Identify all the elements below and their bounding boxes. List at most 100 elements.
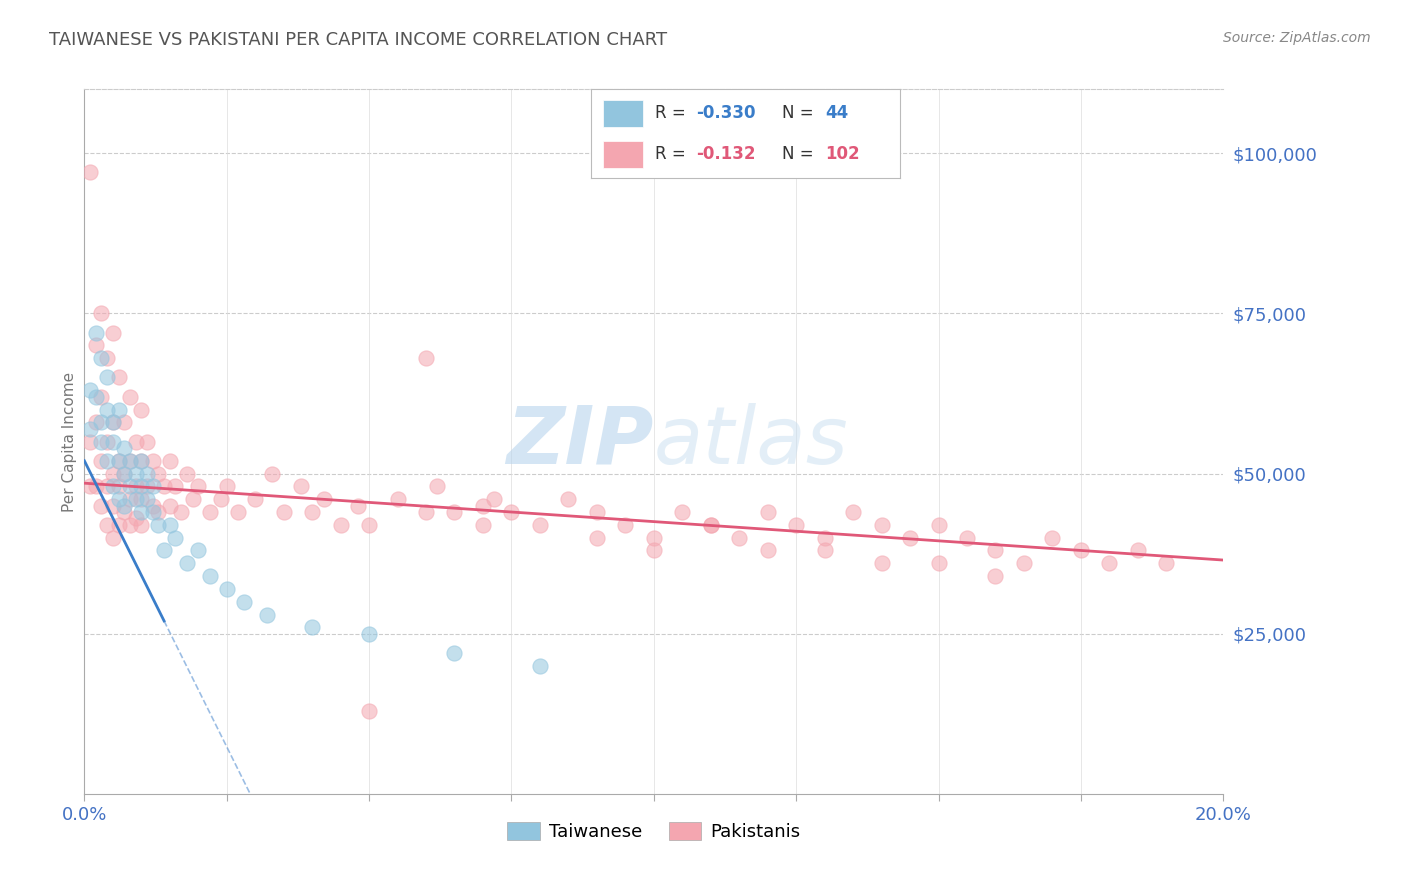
Point bbox=[101, 479, 124, 493]
Point bbox=[984, 569, 1007, 583]
Point bbox=[756, 543, 779, 558]
Point bbox=[614, 517, 637, 532]
Point bbox=[472, 499, 495, 513]
Text: TAIWANESE VS PAKISTANI PER CAPITA INCOME CORRELATION CHART: TAIWANESE VS PAKISTANI PER CAPITA INCOME… bbox=[49, 31, 668, 49]
Point bbox=[131, 492, 153, 507]
Point bbox=[426, 479, 449, 493]
Point bbox=[84, 479, 107, 493]
Point bbox=[329, 517, 352, 532]
Point bbox=[215, 479, 238, 493]
Point bbox=[700, 517, 723, 532]
Point bbox=[443, 505, 465, 519]
Point bbox=[159, 517, 181, 532]
Point bbox=[728, 531, 751, 545]
Point bbox=[557, 492, 579, 507]
Point bbox=[131, 454, 153, 468]
Point bbox=[1156, 556, 1178, 570]
Point bbox=[301, 505, 323, 519]
Point bbox=[1126, 543, 1149, 558]
Point bbox=[96, 517, 118, 532]
Point bbox=[359, 517, 381, 532]
Point bbox=[1042, 531, 1064, 545]
Point bbox=[90, 390, 112, 404]
Point bbox=[84, 338, 107, 352]
Point bbox=[90, 306, 112, 320]
Point bbox=[153, 479, 176, 493]
Y-axis label: Per Capita Income: Per Capita Income bbox=[62, 371, 77, 512]
Point bbox=[107, 402, 129, 417]
Point bbox=[136, 467, 159, 481]
Point bbox=[643, 531, 665, 545]
Legend: Taiwanese, Pakistanis: Taiwanese, Pakistanis bbox=[499, 814, 808, 848]
Point bbox=[814, 531, 837, 545]
Point bbox=[165, 479, 187, 493]
Point bbox=[198, 505, 221, 519]
Point bbox=[700, 517, 723, 532]
Text: Source: ZipAtlas.com: Source: ZipAtlas.com bbox=[1223, 31, 1371, 45]
Point bbox=[814, 543, 837, 558]
Point bbox=[101, 467, 124, 481]
Point bbox=[131, 505, 153, 519]
Point bbox=[112, 467, 135, 481]
Point bbox=[118, 454, 141, 468]
Point bbox=[79, 479, 101, 493]
Point bbox=[359, 626, 381, 640]
Point bbox=[256, 607, 278, 622]
Point bbox=[529, 517, 551, 532]
Point bbox=[142, 505, 165, 519]
Point bbox=[118, 390, 141, 404]
Point bbox=[472, 517, 495, 532]
Point bbox=[148, 467, 170, 481]
Point bbox=[1012, 556, 1035, 570]
Point bbox=[131, 454, 153, 468]
Point bbox=[165, 531, 187, 545]
Point bbox=[101, 415, 124, 429]
Point bbox=[131, 517, 153, 532]
Point bbox=[112, 467, 135, 481]
Point bbox=[118, 454, 141, 468]
Point bbox=[643, 543, 665, 558]
Point bbox=[148, 517, 170, 532]
Text: -0.330: -0.330 bbox=[696, 104, 755, 122]
Point bbox=[107, 454, 129, 468]
Point bbox=[148, 505, 170, 519]
Point bbox=[1098, 556, 1121, 570]
Point bbox=[107, 479, 129, 493]
Point bbox=[112, 415, 135, 429]
Point bbox=[756, 505, 779, 519]
Point bbox=[898, 531, 921, 545]
Point bbox=[671, 505, 693, 519]
Point bbox=[153, 543, 176, 558]
Point bbox=[198, 569, 221, 583]
Point bbox=[124, 511, 146, 525]
Point bbox=[484, 492, 506, 507]
Point bbox=[112, 441, 135, 455]
Point bbox=[96, 351, 118, 366]
Point bbox=[226, 505, 249, 519]
Point bbox=[176, 556, 198, 570]
Point bbox=[131, 479, 153, 493]
Point bbox=[842, 505, 865, 519]
Point bbox=[928, 556, 950, 570]
Text: R =: R = bbox=[655, 104, 692, 122]
Point bbox=[346, 499, 368, 513]
Point bbox=[529, 658, 551, 673]
Point bbox=[187, 479, 209, 493]
Point bbox=[232, 595, 254, 609]
Point bbox=[131, 402, 153, 417]
Point bbox=[415, 505, 437, 519]
Point bbox=[387, 492, 409, 507]
Point bbox=[209, 492, 232, 507]
Point bbox=[101, 415, 124, 429]
Point bbox=[107, 370, 129, 384]
Point bbox=[84, 326, 107, 340]
Point bbox=[136, 434, 159, 449]
Point bbox=[136, 479, 159, 493]
Point bbox=[301, 620, 323, 634]
Point bbox=[84, 415, 107, 429]
Point bbox=[90, 434, 112, 449]
Point bbox=[112, 505, 135, 519]
Point bbox=[312, 492, 335, 507]
Point bbox=[101, 531, 124, 545]
Point bbox=[124, 434, 146, 449]
